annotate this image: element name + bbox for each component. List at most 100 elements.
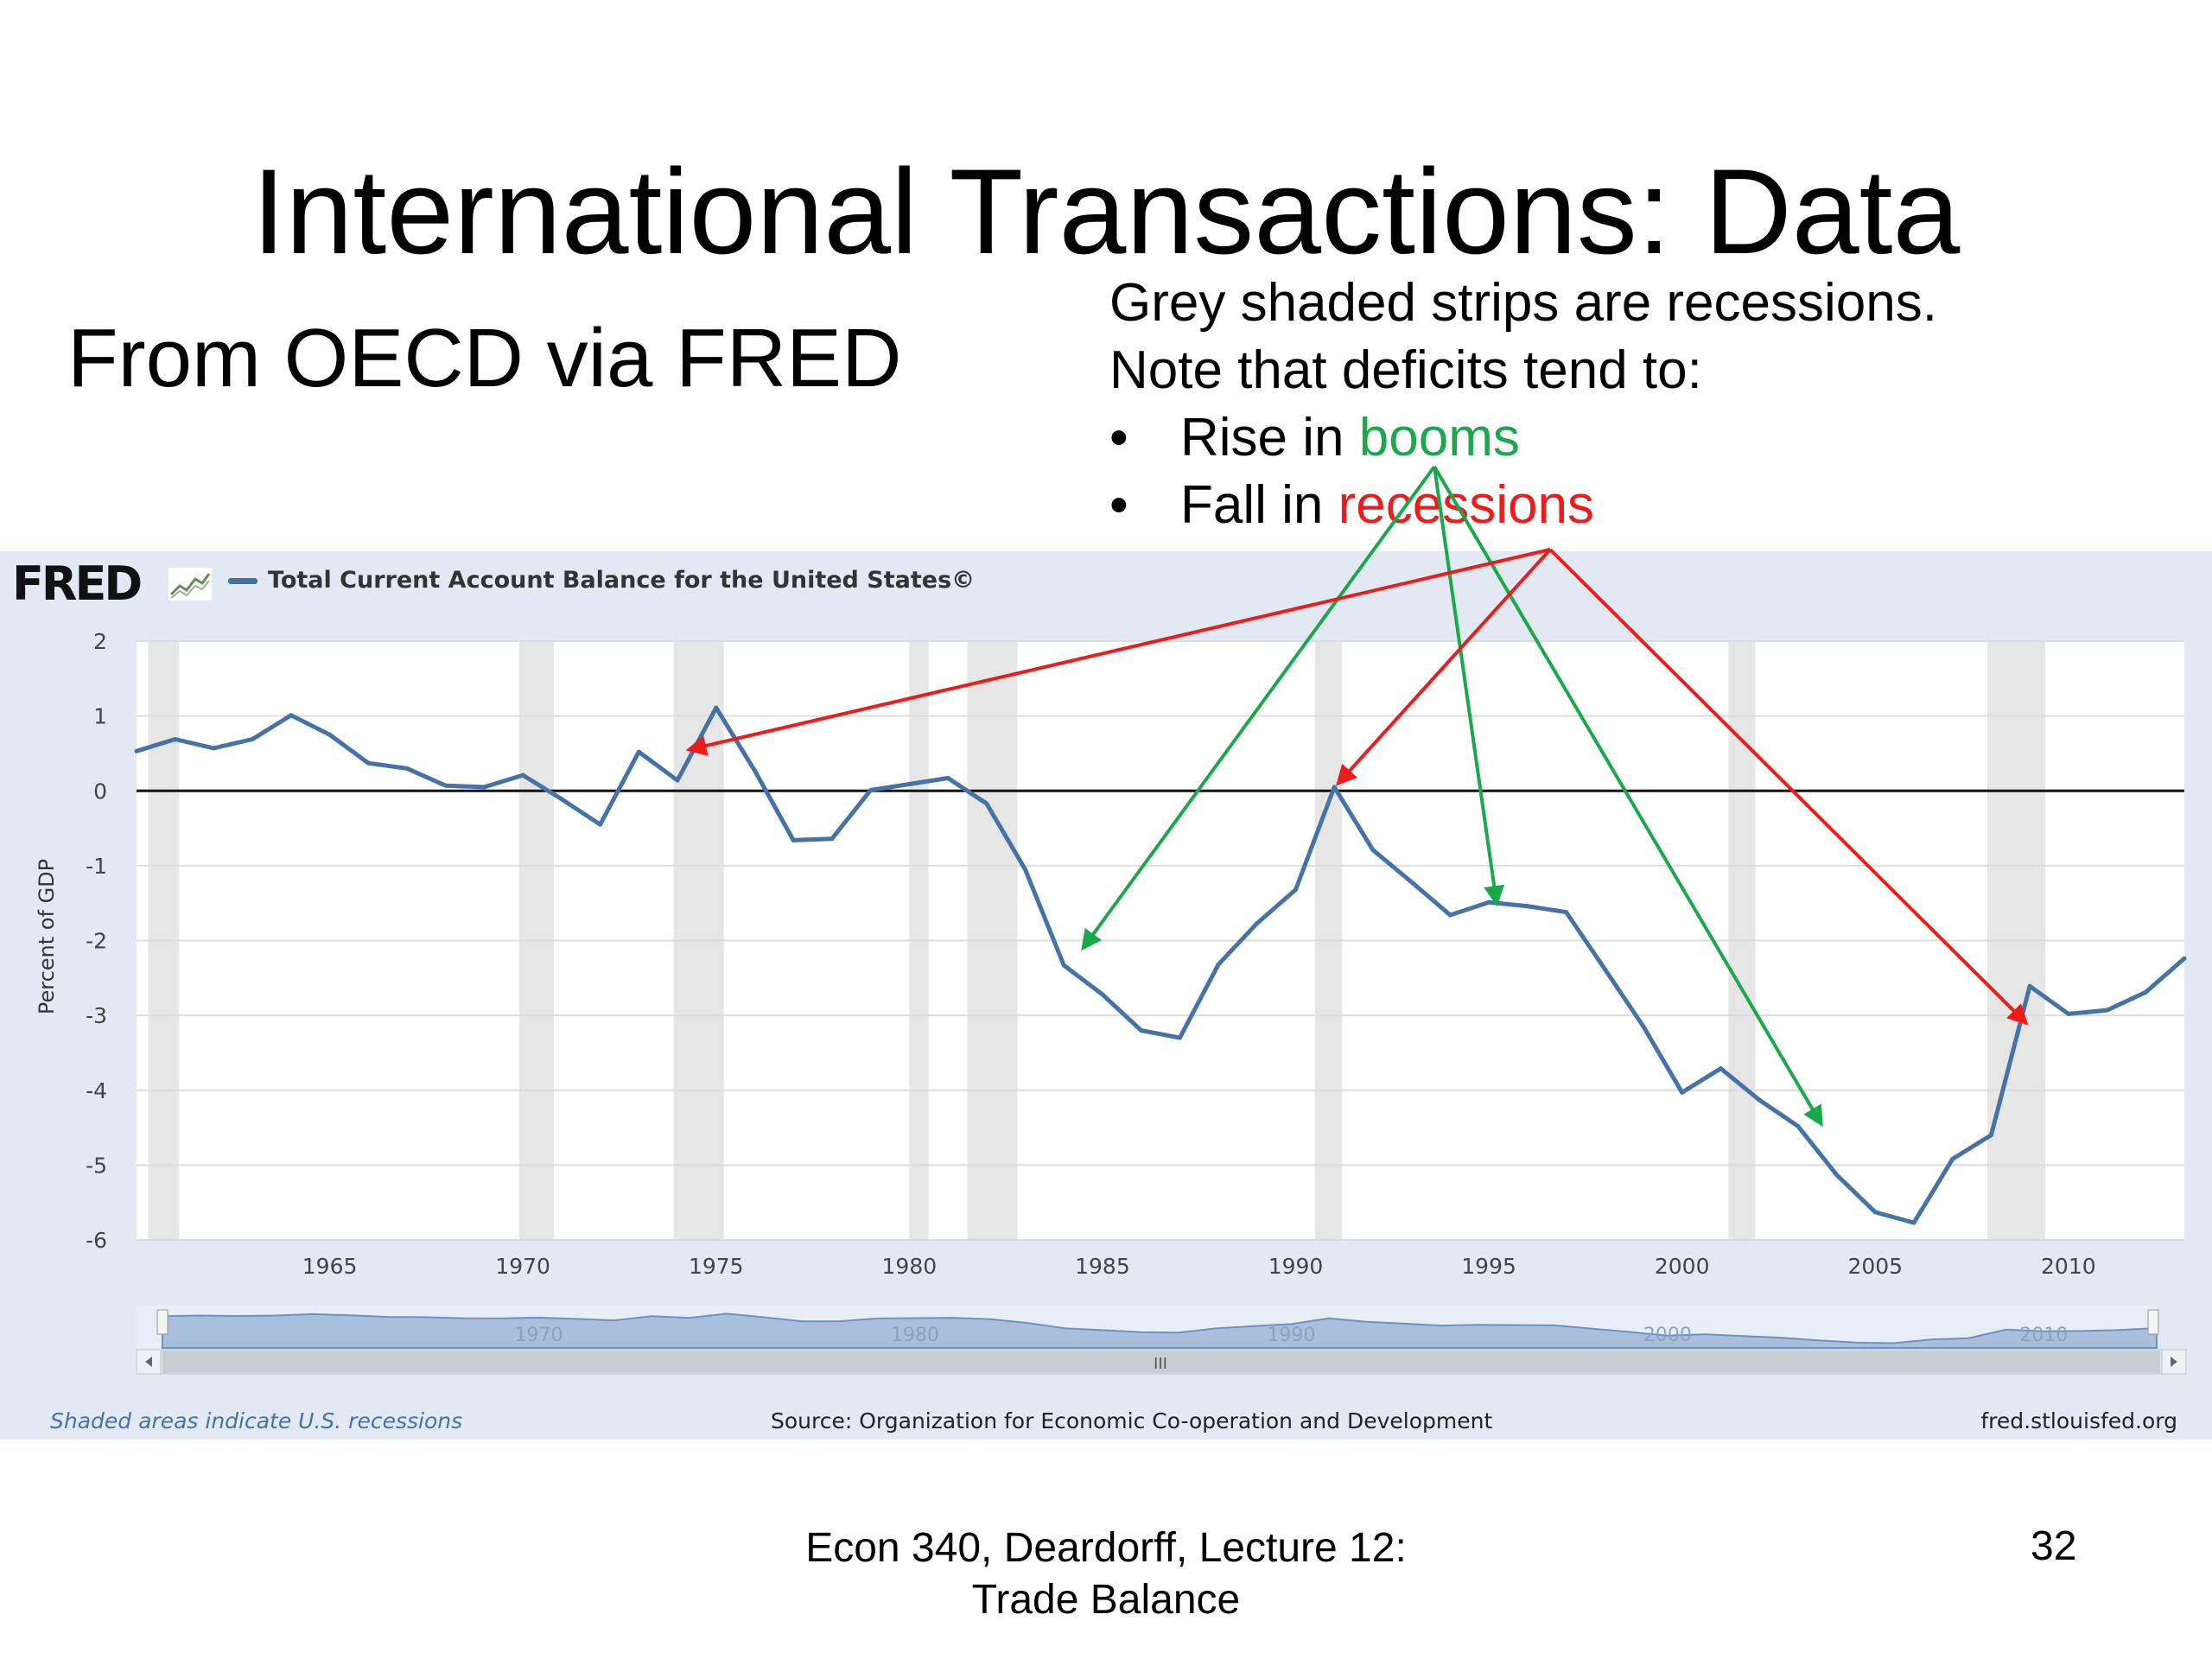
bullet-recessions-prefix: Fall in xyxy=(1180,475,1338,535)
navigator-handle-left[interactable] xyxy=(156,1309,168,1335)
recessions-word: recessions xyxy=(1338,475,1594,535)
data-point xyxy=(520,772,525,778)
scrollbar-thumb[interactable] xyxy=(162,1351,2160,1373)
y-tick-label: -2 xyxy=(86,929,107,954)
data-point xyxy=(1061,963,1066,968)
data-point xyxy=(1718,1066,1723,1071)
scroll-right-arrow-icon xyxy=(2171,1357,2177,1367)
navigator-label: 1970 xyxy=(514,1325,563,1346)
data-point xyxy=(1602,966,1607,971)
scroll-left-arrow-icon xyxy=(145,1357,152,1367)
data-point xyxy=(1796,1123,1801,1128)
x-tick-label: 1975 xyxy=(689,1254,744,1279)
navigator-label: 1990 xyxy=(1267,1325,1315,1346)
bullet-dot: • xyxy=(1109,475,1128,535)
data-point xyxy=(250,736,255,741)
data-point xyxy=(2182,956,2187,961)
data-point xyxy=(1294,887,1299,893)
navigator-labels: 1970 1980 1990 2000 2010 xyxy=(514,1325,2068,1346)
data-point xyxy=(2143,989,2148,995)
y-tick-label: -6 xyxy=(86,1228,107,1253)
bullet-dot: • xyxy=(1109,408,1128,467)
y-tick-label: 1 xyxy=(93,704,107,729)
x-tick-label: 1970 xyxy=(495,1254,550,1279)
data-point xyxy=(211,746,216,751)
navigator-area xyxy=(162,1313,2158,1349)
boom-arrow xyxy=(1433,465,1823,1128)
data-point xyxy=(791,837,796,842)
navigator-label: 2000 xyxy=(1643,1325,1692,1346)
data-point xyxy=(327,732,333,737)
y-tick-labels: 2 1 0 -1 -2 -3 -4 -5 -6 xyxy=(86,629,107,1253)
data-point xyxy=(830,836,835,842)
y-tick-label: -1 xyxy=(86,854,107,879)
data-point xyxy=(1216,962,1221,967)
navigator-handle-right[interactable] xyxy=(2147,1309,2159,1335)
x-tick-labels: 1965 1970 1975 1980 1985 1990 1995 2000 2005 2010 xyxy=(302,1254,2096,1279)
data-point xyxy=(1332,785,1337,790)
data-point xyxy=(559,797,564,802)
y-tick-label: 0 xyxy=(93,779,107,804)
scrollbar-grip: III xyxy=(1154,1355,1167,1373)
data-points xyxy=(134,705,2187,1225)
data-point xyxy=(714,705,719,710)
data-point xyxy=(1641,1024,1646,1029)
data-point xyxy=(443,783,448,788)
data-point xyxy=(1564,910,1569,915)
data-point xyxy=(984,801,989,806)
fred-site-link[interactable]: fred.stlouisfed.org xyxy=(1980,1408,2177,1433)
annotation-note: Grey shaded strips are recessions. Note … xyxy=(1109,270,1937,539)
data-point xyxy=(1680,1090,1685,1095)
data-point xyxy=(481,785,486,790)
bullet-booms-prefix: Rise in xyxy=(1180,408,1359,467)
note-line-2: Note that deficits tend to: xyxy=(1109,340,1702,400)
x-tick-label: 2010 xyxy=(2041,1254,2096,1279)
data-point xyxy=(1255,921,1260,926)
slide-footer: Econ 340, Deardorff, Lecture 12: Trade B… xyxy=(805,1525,1407,1623)
annotation-arrows xyxy=(685,465,2029,1128)
slide-subtitle: From OECD via FRED xyxy=(67,312,902,404)
data-point xyxy=(134,748,139,753)
data-point xyxy=(2105,1007,2110,1013)
bullet-recessions: • Fall in recessions xyxy=(1109,472,1937,539)
data-point xyxy=(1950,1156,1955,1161)
navigator-label: 2010 xyxy=(2019,1325,2068,1346)
data-point xyxy=(173,736,178,741)
data-point xyxy=(906,781,912,786)
booms-word: booms xyxy=(1358,408,1520,467)
data-point xyxy=(1370,848,1376,853)
data-point xyxy=(1834,1173,1840,1178)
data-point xyxy=(1139,1027,1144,1033)
navigator-label: 1980 xyxy=(891,1325,939,1346)
note-line-1: Grey shaded strips are recessions. xyxy=(1109,273,1937,333)
y-tick-label: -5 xyxy=(86,1153,107,1178)
fred-logo: FRED xyxy=(12,556,143,611)
data-point xyxy=(636,749,641,754)
x-tick-label: 1965 xyxy=(302,1254,358,1279)
data-point xyxy=(598,822,603,827)
x-tick-label: 1995 xyxy=(1461,1254,1516,1279)
boom-arrow xyxy=(1081,465,1436,951)
data-point xyxy=(2066,1011,2071,1016)
recession-footnote[interactable]: Shaded areas indicate U.S. recessions xyxy=(50,1408,463,1433)
x-tick-label: 1990 xyxy=(1268,1254,1324,1279)
series-line xyxy=(136,705,2186,1225)
data-point xyxy=(365,760,371,766)
data-point xyxy=(752,768,757,773)
navigator[interactable]: 1970 1980 1990 2000 2010 III xyxy=(136,1305,2187,1375)
data-point xyxy=(289,713,294,718)
y-tick-label: -3 xyxy=(86,1003,107,1028)
data-point xyxy=(945,776,950,781)
fred-chart-icon xyxy=(168,567,213,601)
data-point xyxy=(2027,983,2032,988)
data-point xyxy=(1525,904,1530,909)
data-point xyxy=(1988,1133,1993,1138)
legend-swatch xyxy=(228,578,257,584)
slide-title: International Transactions: Data xyxy=(251,143,1961,279)
data-point xyxy=(1447,912,1452,918)
data-point xyxy=(1409,880,1414,885)
data-point xyxy=(675,778,680,783)
data-point xyxy=(1177,1035,1182,1040)
chart-legend: Total Current Account Balance for the Un… xyxy=(228,567,975,594)
